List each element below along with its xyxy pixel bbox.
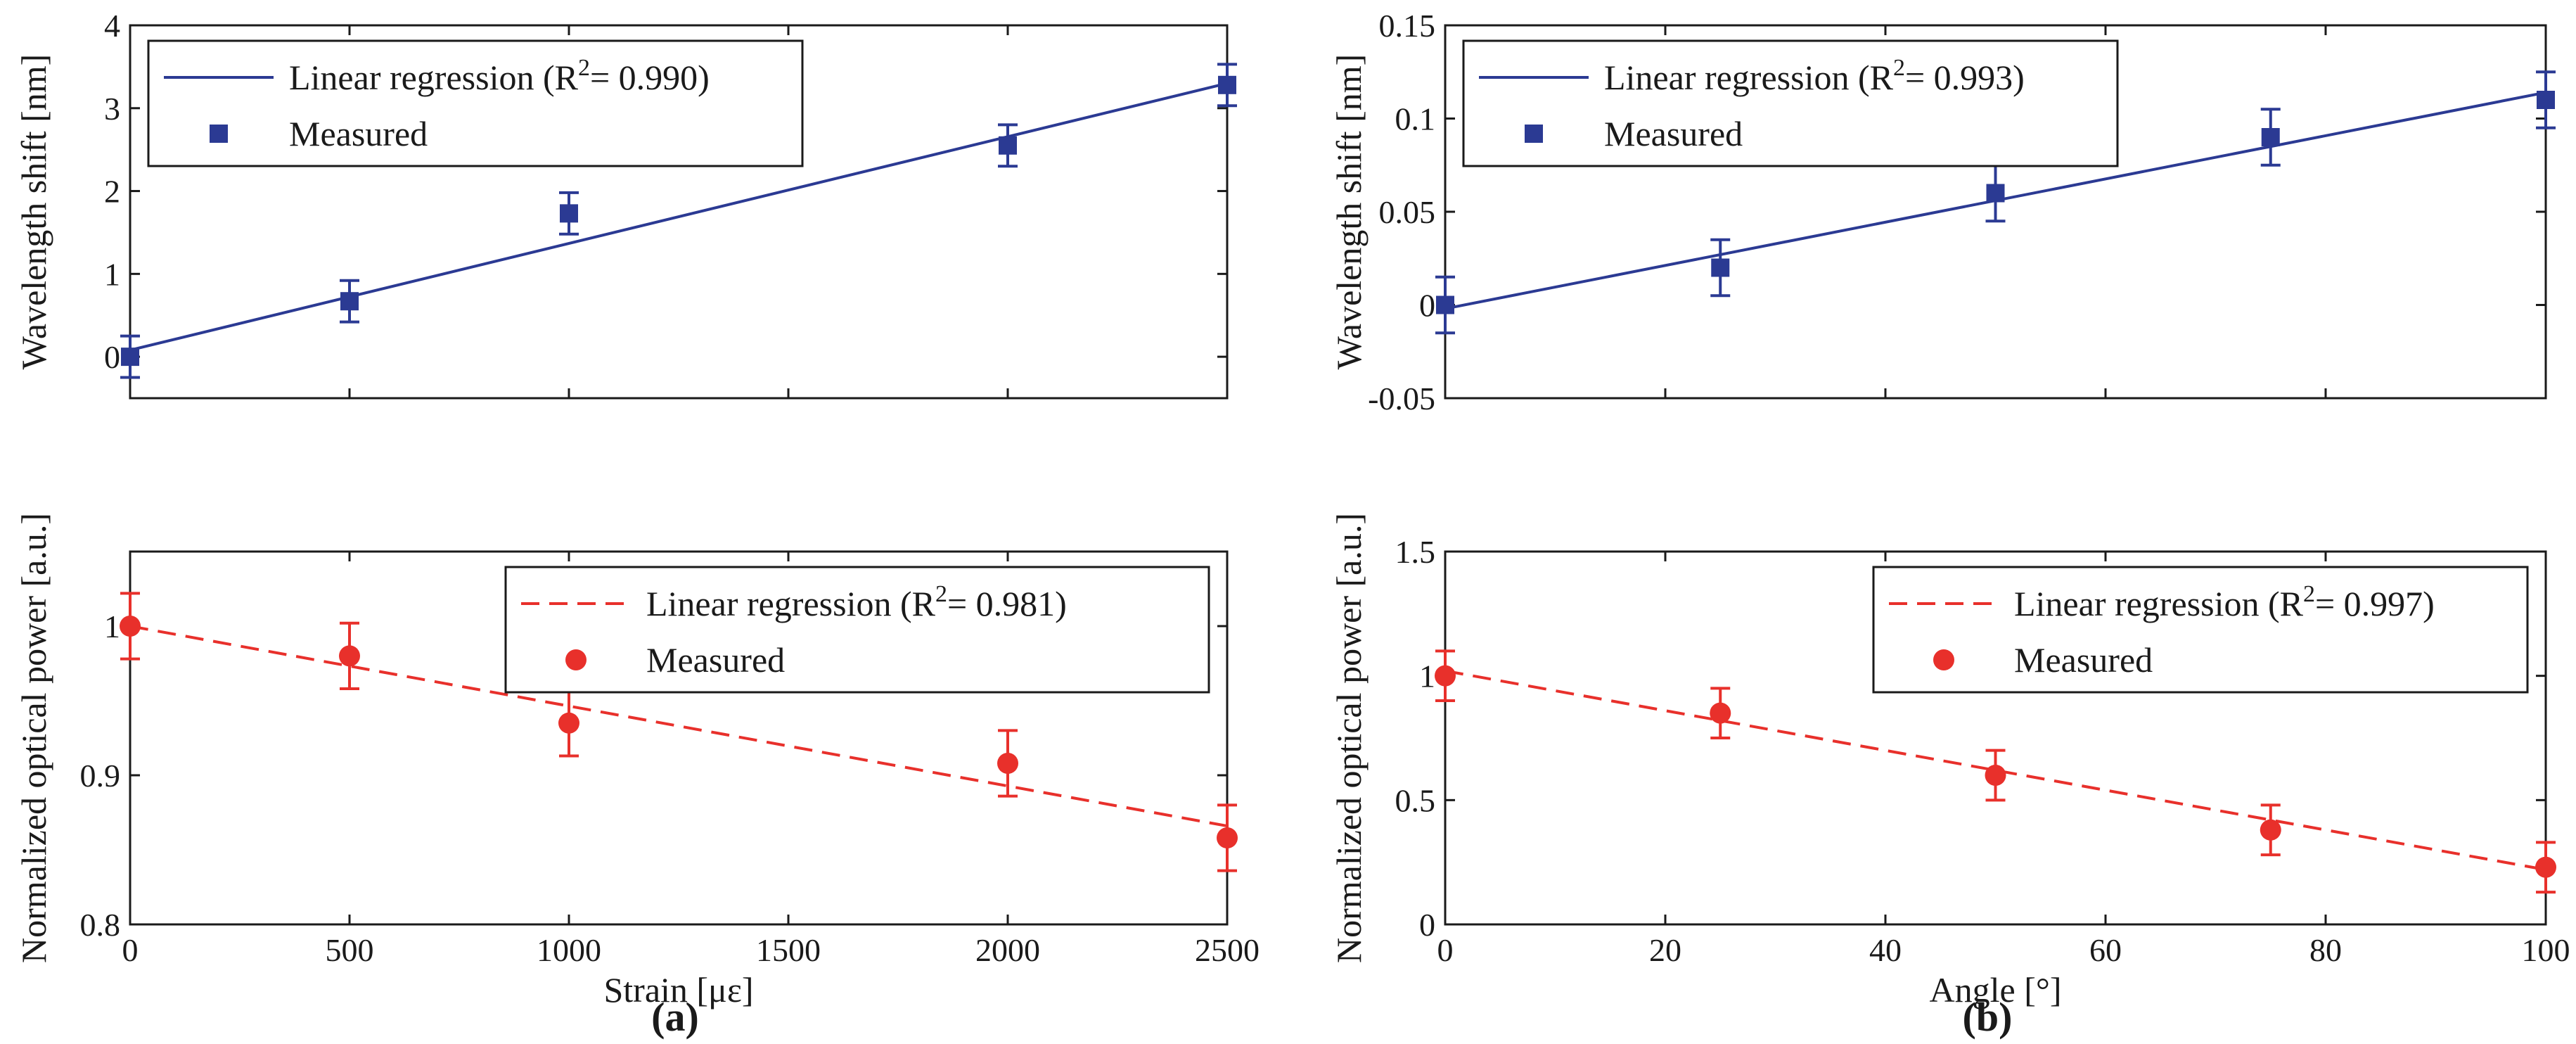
chart-a-bottom: 0 500 1000 1500 2000 2500 0.8 0.9 1 Normalized op… — [14, 513, 1260, 1010]
legend-label: Measured — [646, 640, 785, 680]
legend-label: Measured — [2014, 640, 2153, 680]
data-point — [1436, 295, 1454, 314]
panel-label-b: (b) — [1963, 994, 2013, 1040]
x-tick-label: 2500 — [1195, 932, 1260, 968]
y-axis-label: Normalized optical power [a.u.] — [14, 513, 53, 963]
data-point — [2535, 856, 2556, 878]
y-tick-label: 1 — [104, 609, 120, 644]
x-tick-label: 2000 — [975, 932, 1040, 968]
chart-b-bottom: 0 20 40 60 80 100 0 0.5 1 1.5 Normalized optical p… — [1329, 513, 2570, 1010]
data-point — [340, 292, 359, 311]
regression-line — [129, 625, 1228, 828]
y-tick-label: 4 — [104, 8, 120, 44]
y-tick-label: 0 — [1419, 288, 1435, 324]
data-point — [121, 348, 139, 367]
x-axis-label: Angle [°] — [1930, 970, 2062, 1010]
data-point — [558, 712, 579, 734]
y-tick-label: 1 — [104, 256, 120, 292]
data-point — [1710, 702, 1731, 724]
data-point — [1218, 75, 1236, 94]
x-tick-label: 60 — [2089, 932, 2122, 968]
x-tick-label: 0 — [1437, 932, 1454, 968]
y-tick-label: 0.15 — [1379, 8, 1436, 44]
legend-marker-swatch — [565, 649, 587, 670]
y-tick-label: 2 — [104, 174, 120, 210]
data-point — [560, 204, 578, 223]
data-point — [1217, 827, 1238, 849]
legend-label: Linear regression (R2= 0.981) — [646, 581, 1067, 623]
data-point — [1986, 184, 2005, 203]
legend-label: Linear regression (R2= 0.997) — [2014, 581, 2435, 623]
plot-frame — [129, 550, 1229, 926]
chart-b-top: -0.05 0 0.05 0.1 0.15 Wavelength shift [nm] Li… — [1329, 8, 2556, 416]
data-point — [120, 616, 141, 637]
x-tick-label: 20 — [1649, 932, 1681, 968]
x-tick-label: 40 — [1869, 932, 1902, 968]
regression-line — [1444, 669, 2546, 872]
y-tick-label: 1.5 — [1395, 534, 1436, 570]
data-point — [2261, 128, 2280, 146]
x-tick-label: 1500 — [756, 932, 821, 968]
legend-label: Measured — [289, 114, 428, 153]
y-tick-label: 3 — [104, 91, 120, 127]
data-point — [1435, 665, 1456, 687]
y-tick-label: 0.1 — [1395, 101, 1436, 137]
legend-marker-swatch — [1525, 125, 1543, 143]
y-axis-label: Normalized optical power [a.u.] — [1329, 513, 1369, 963]
y-axis-label: Wavelength shift [nm] — [1329, 54, 1369, 370]
y-tick-label: 1 — [1419, 658, 1435, 694]
legend-marker-swatch — [1933, 649, 1954, 670]
plot-frame — [129, 24, 1229, 400]
legend-box — [147, 39, 804, 167]
y-axis-label: Wavelength shift [nm] — [14, 54, 53, 370]
legend-box — [504, 566, 1210, 694]
legend-box — [1872, 566, 2529, 694]
legend-label: Linear regression (R2= 0.990) — [289, 55, 710, 97]
x-tick-label: 1000 — [537, 932, 601, 968]
data-point — [2260, 819, 2281, 841]
legend-marker-swatch — [210, 125, 228, 143]
data-point — [997, 753, 1018, 775]
y-tick-label: 0 — [104, 339, 120, 375]
x-tick-label: 0 — [122, 932, 139, 968]
y-tick-label: 0.5 — [1395, 782, 1436, 818]
x-axis-label: Strain [με] — [603, 970, 753, 1010]
y-tick-label: 0.05 — [1379, 194, 1436, 230]
regression-line — [129, 82, 1228, 352]
data-point — [999, 136, 1017, 155]
panel-label-a: (a) — [651, 994, 699, 1040]
x-tick-label: 100 — [2522, 932, 2570, 968]
data-point — [2537, 91, 2555, 109]
legend-label: Linear regression (R2= 0.993) — [1604, 55, 2025, 97]
data-point — [339, 645, 360, 667]
data-point — [1985, 765, 2006, 786]
y-tick-label: 0.9 — [80, 758, 121, 794]
y-tick-label: 0.8 — [80, 907, 121, 943]
data-point — [1711, 258, 1730, 277]
y-tick-label: -0.05 — [1368, 381, 1435, 416]
legend-label: Measured — [1604, 114, 1743, 153]
legend-box — [1462, 39, 2119, 167]
chart-a-top: 0 1 2 3 4 Wavelength shift [nm] Linear regress… — [14, 8, 1237, 400]
y-tick-label: 0 — [1419, 907, 1435, 943]
x-tick-label: 500 — [326, 932, 374, 968]
x-tick-label: 80 — [2309, 932, 2342, 968]
plot-frame — [1444, 550, 2547, 926]
